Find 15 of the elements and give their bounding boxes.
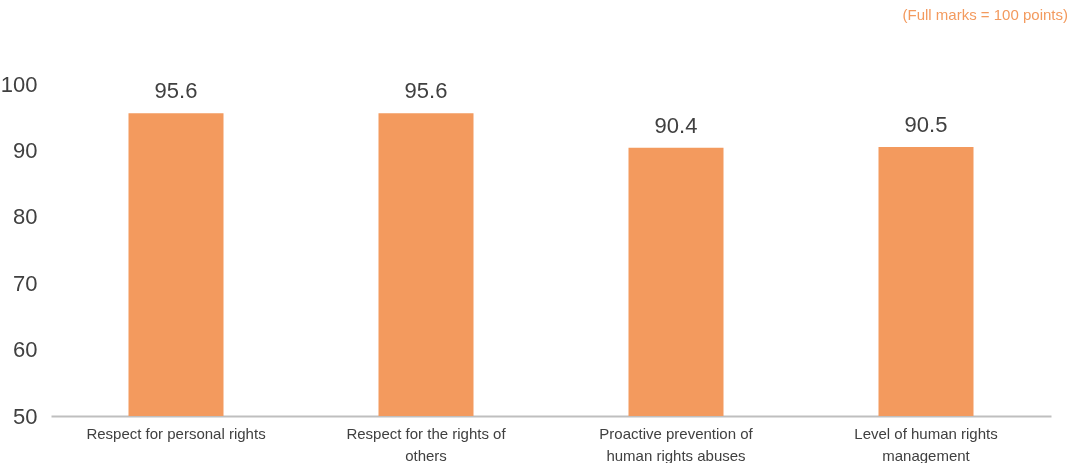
x-tick-label: Respect for personal rights <box>86 424 266 442</box>
y-tick-label: 80 <box>13 204 38 230</box>
y-tick-label: 60 <box>13 337 38 363</box>
data-label: 90.4 <box>654 112 698 138</box>
x-tick-label: Respect for the rights of others <box>346 424 507 464</box>
x-tick-label: Proactive prevention of human rights abuses <box>599 424 754 464</box>
text: (Full marks = 100 points) <box>902 6 1068 23</box>
y-tick-label: 100 <box>0 71 38 97</box>
data-label: 95.6 <box>154 78 198 104</box>
y-tick-label: 70 <box>13 270 38 296</box>
y-tick-label: 90 <box>13 137 38 163</box>
y-tick-label: 50 <box>13 403 38 429</box>
data-label: 95.6 <box>404 78 448 104</box>
x-tick-label: Level of human rights management <box>854 424 998 464</box>
data-label: 90.5 <box>904 112 948 138</box>
